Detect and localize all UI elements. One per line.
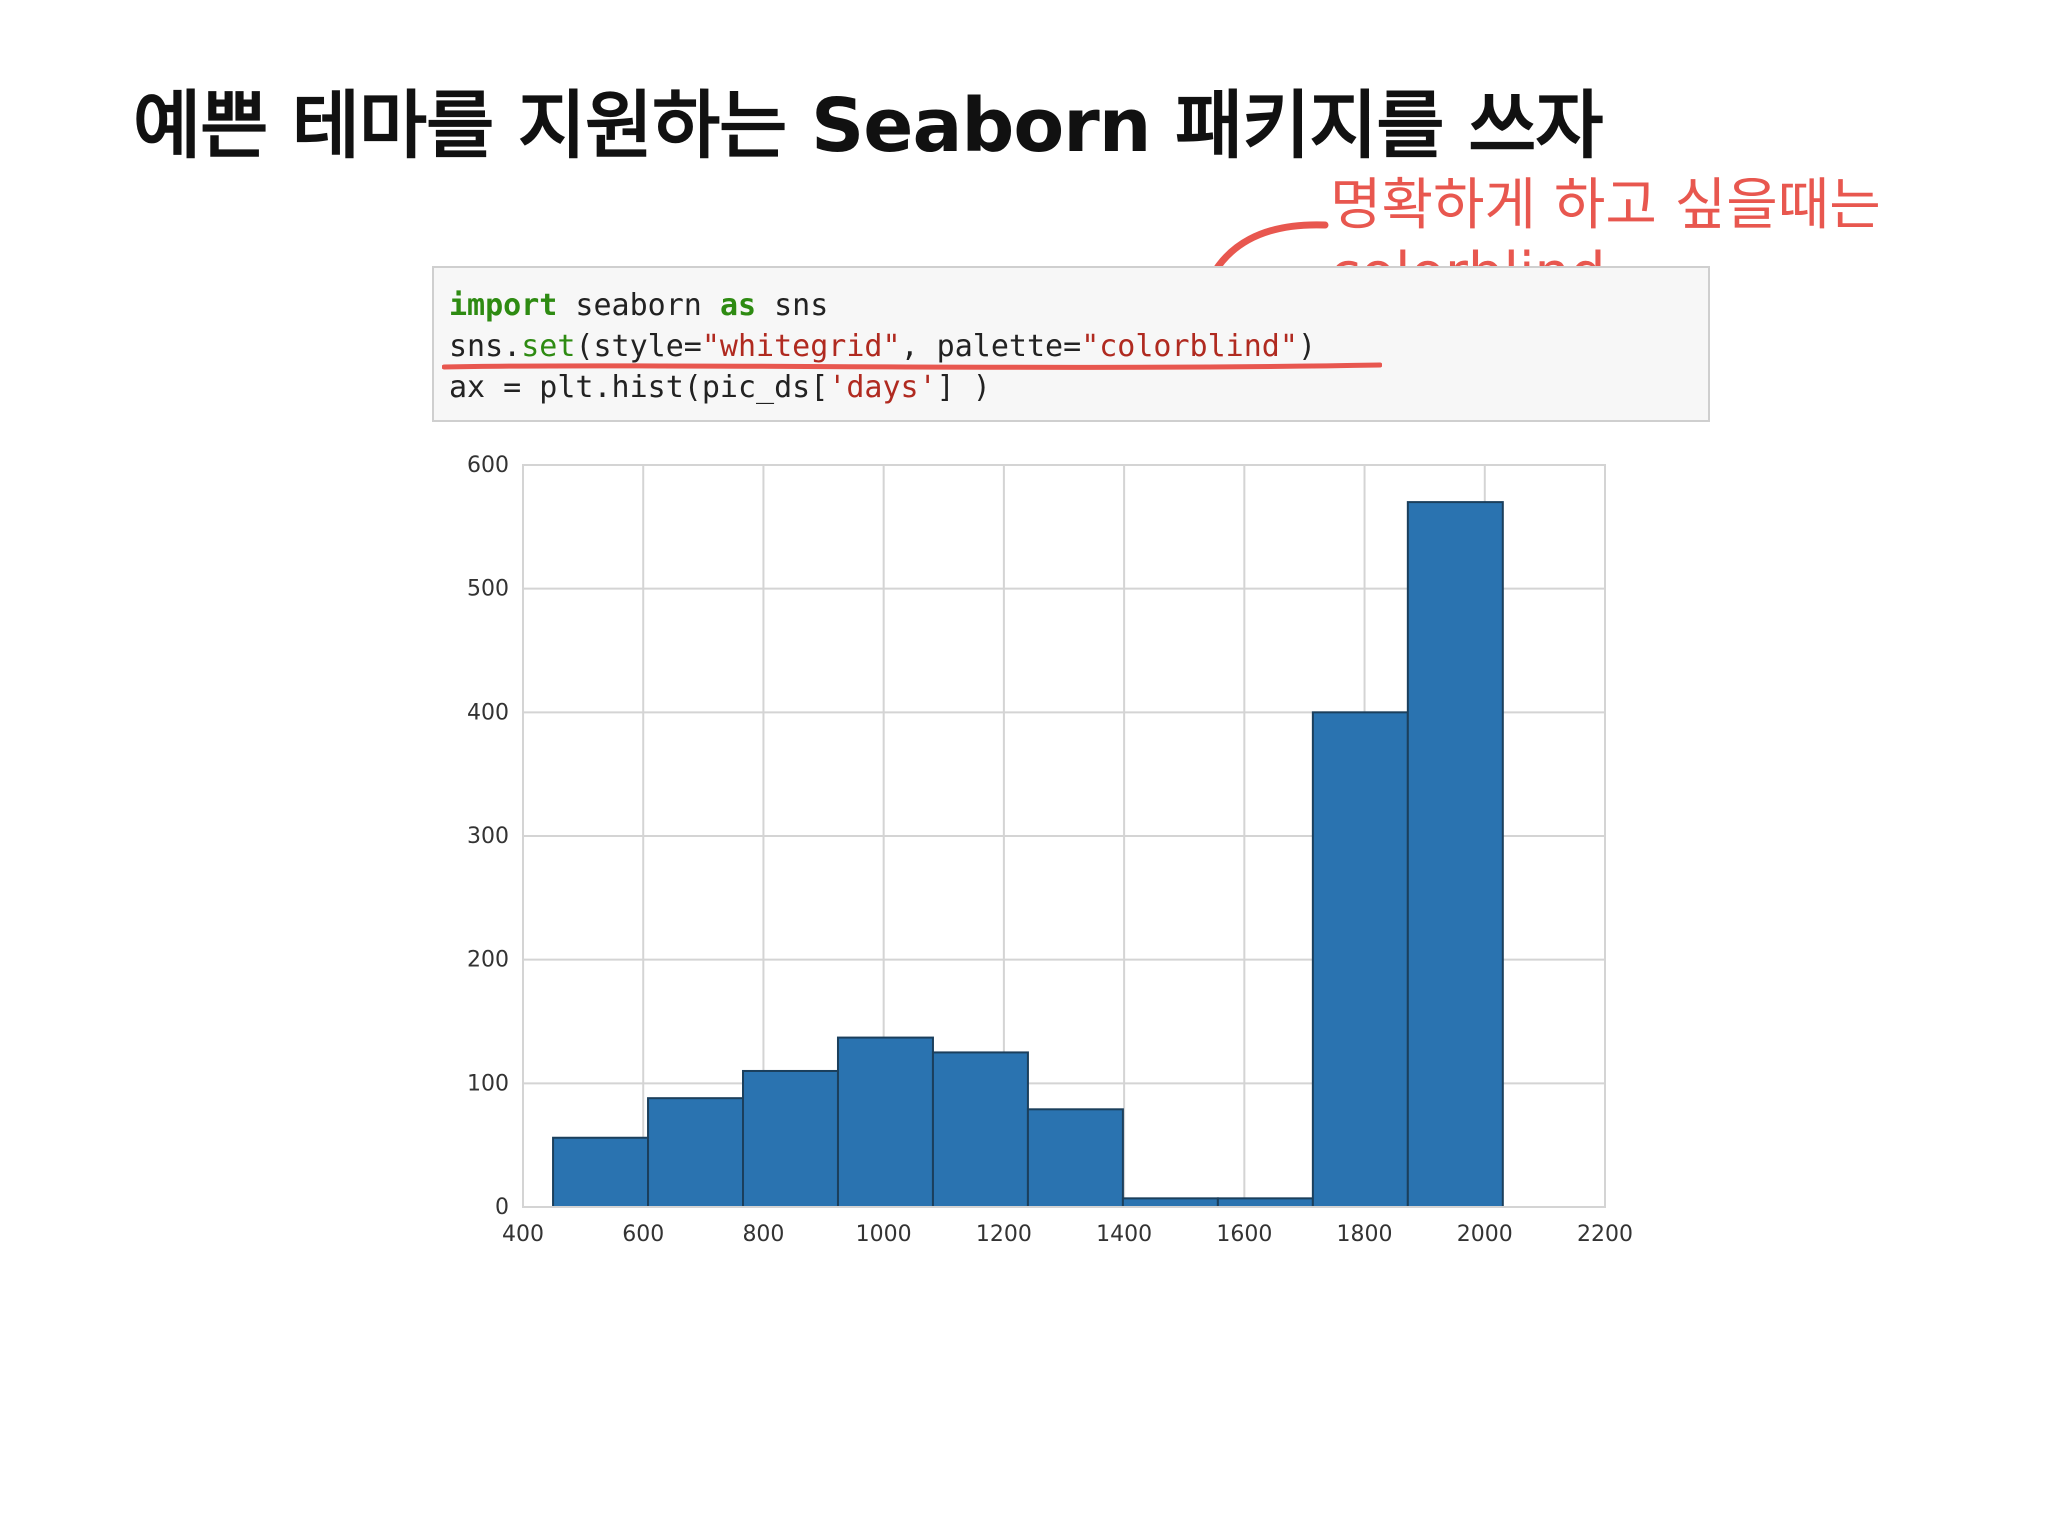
slide-title: 예쁜 테마를 지원하는 Seaborn 패키지를 쓰자 xyxy=(133,83,1603,169)
x-tick-label: 1000 xyxy=(856,1222,912,1247)
code-underline xyxy=(442,362,1382,370)
annotation-line-1: 명확하게 하고 싶을때는 xyxy=(1330,173,1881,238)
x-tick-label: 1600 xyxy=(1216,1222,1272,1247)
x-tick-label: 1400 xyxy=(1096,1222,1152,1247)
x-tick-label: 600 xyxy=(622,1222,664,1247)
y-tick-label: 400 xyxy=(467,700,509,725)
histogram-bar xyxy=(1121,1197,1219,1208)
histogram-bar xyxy=(836,1036,934,1208)
histogram-bar xyxy=(931,1051,1029,1209)
bar-layer xyxy=(552,501,1504,1209)
y-tick-label: 500 xyxy=(467,577,509,602)
histogram-bar xyxy=(742,1069,839,1209)
y-tick-label: 300 xyxy=(467,824,509,849)
y-tick-label: 0 xyxy=(495,1195,509,1220)
x-tick-label: 1800 xyxy=(1337,1222,1393,1247)
plot-frame xyxy=(522,464,1606,1208)
code-cell[interactable]: import seaborn as sns sns.set(style="whi… xyxy=(432,266,1710,422)
histogram-bar xyxy=(1216,1197,1314,1208)
histogram-chart: 400 600 800 1000 1200 1400 1600 1800 2000 2200 0 10… xyxy=(467,453,1633,1247)
x-tick-label: 2200 xyxy=(1577,1222,1633,1247)
x-tick-label: 800 xyxy=(742,1222,784,1247)
x-tick-label: 1200 xyxy=(976,1222,1032,1247)
histogram-bar xyxy=(552,1136,650,1208)
x-tick-label: 2000 xyxy=(1457,1222,1513,1247)
code-line-2: sns.set(style="whitegrid", palette="colo… xyxy=(449,329,1316,364)
histogram-bar xyxy=(1406,501,1504,1209)
y-tick-label: 100 xyxy=(467,1071,509,1096)
y-tick-label: 600 xyxy=(467,453,509,478)
y-tick-label: 200 xyxy=(467,948,509,973)
code-line-3: ax = plt.hist(pic_ds['days'] ) xyxy=(449,370,991,405)
code-line-1: import seaborn as sns xyxy=(449,288,829,323)
tick-layer: 400 600 800 1000 1200 1400 1600 1800 2000 2200 0 10… xyxy=(467,453,1633,1247)
histogram-bar xyxy=(1311,711,1409,1208)
histogram-bar xyxy=(647,1097,745,1209)
histogram-bar xyxy=(1026,1108,1124,1209)
x-tick-label: 400 xyxy=(502,1222,544,1247)
